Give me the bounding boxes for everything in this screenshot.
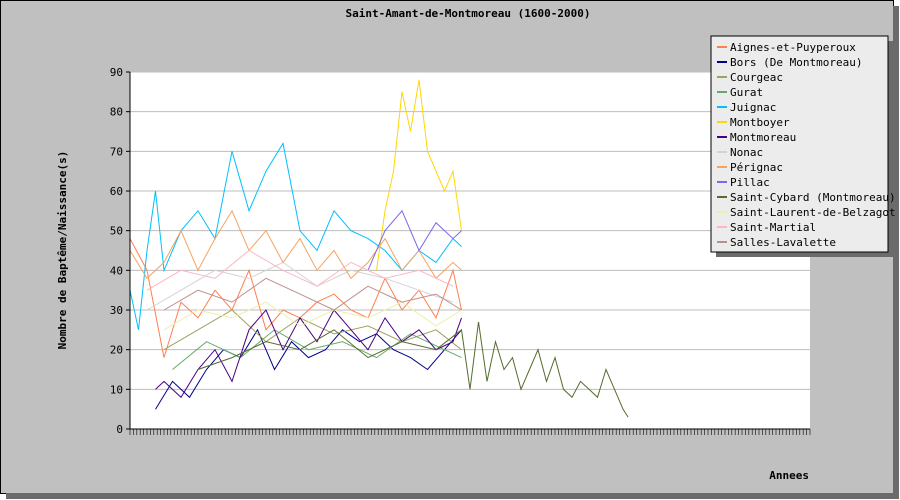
y-axis-label: Nombre de Baptême/Naissance(s) [56, 151, 69, 350]
y-tick-label: 80 [110, 106, 123, 119]
series-line [155, 309, 462, 399]
legend-label: Montboyer [730, 116, 790, 129]
y-tick-label: 60 [110, 185, 123, 198]
legend-label: Bors (De Montmoreau) [730, 56, 862, 69]
series-line [367, 209, 462, 271]
series-line [146, 249, 454, 291]
y-tick-label: 20 [110, 344, 123, 357]
y-tick-label: 70 [110, 145, 123, 158]
legend-label: Saint-Cybard (Montmoreau) [730, 191, 896, 204]
frame-shadow-bottom [6, 493, 899, 499]
series-line [155, 328, 462, 410]
chart-title: Saint-Amant-de-Montmoreau (1600-2000) [345, 7, 590, 20]
legend-label: Juignac [730, 101, 776, 114]
legend-label: Gurat [730, 86, 763, 99]
series-line [172, 329, 462, 370]
series-line [197, 321, 629, 418]
legend-label: Courgeac [730, 71, 783, 84]
frame-shadow-right [893, 6, 899, 499]
plot-background [130, 72, 810, 429]
y-tick-label: 0 [116, 423, 123, 436]
legend-label: Aignes-et-Puyperoux [730, 41, 856, 54]
plot-area: 0 10 20 30 40 50 60 70 80 90 [110, 66, 811, 436]
y-tick-label: 50 [110, 225, 123, 238]
legend-label: Nonac [730, 146, 763, 159]
x-axis-label: Annees [769, 469, 809, 482]
series-line [129, 209, 462, 280]
y-tick-label: 90 [110, 66, 123, 79]
series-line [163, 309, 462, 351]
series-line [163, 301, 462, 331]
legend: Aignes-et-Puyperoux Bors (De Montmoreau) C… [710, 35, 896, 257]
y-tick-label: 10 [110, 383, 123, 396]
legend-label: Saint-Martial [730, 221, 816, 234]
legend-label: Pérignac [730, 161, 783, 174]
y-tick-label: 30 [110, 304, 123, 317]
series-line [146, 261, 454, 311]
legend-label: Saint-Laurent-de-Belzagot [730, 206, 896, 219]
series-line [376, 79, 462, 271]
legend-label: Salles-Lavalette [730, 236, 836, 249]
y-tick-label: 40 [110, 264, 123, 277]
series-line [163, 277, 462, 311]
legend-box [710, 35, 889, 253]
legend-label: Pillac [730, 176, 770, 189]
legend-label: Montmoreau [730, 131, 796, 144]
